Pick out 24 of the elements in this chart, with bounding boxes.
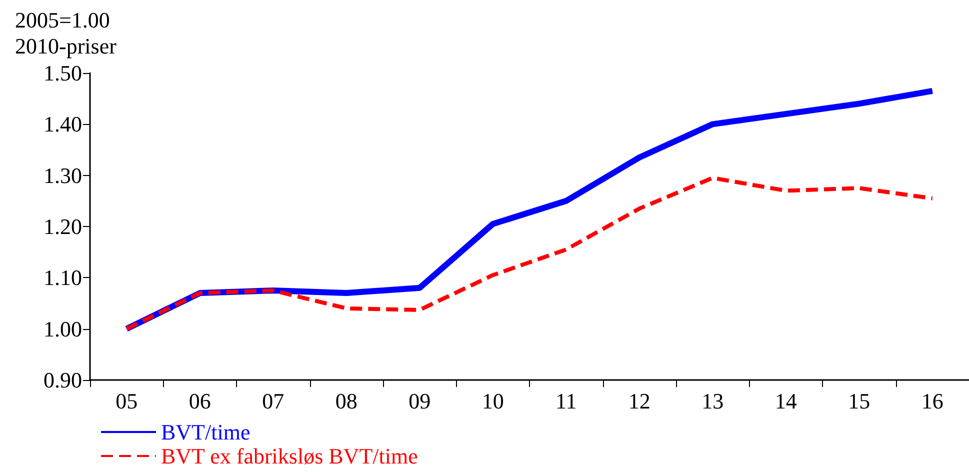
y-tick-label: 1.20 [44, 214, 82, 239]
y-tick-label: 1.50 [44, 60, 82, 86]
x-tick-label: 05 [116, 388, 138, 414]
x-tick-label: 10 [482, 388, 504, 414]
y-tick-label: 1.00 [44, 316, 82, 342]
chart-title: 2005=1.00 [15, 8, 110, 32]
y-tick-label: 1.30 [44, 162, 82, 188]
chart-subtitle: 2010-priser [15, 34, 118, 58]
legend-label: BVT/time [161, 420, 250, 444]
x-tick-label: 13 [702, 388, 724, 414]
x-tick-label: 15 [848, 388, 870, 414]
x-tick-label: 06 [188, 388, 211, 414]
x-tick-label: 07 [262, 388, 284, 414]
line-series [124, 176, 934, 331]
x-tick-label: 16 [921, 388, 944, 414]
x-tick-label: 09 [408, 388, 431, 414]
x-tick-label: 14 [774, 388, 797, 414]
y-tick-label: 1.10 [44, 265, 82, 290]
y-tick-label: 0.90 [44, 368, 82, 392]
y-tick-label: 1.40 [44, 112, 82, 137]
x-tick-label: 08 [335, 388, 358, 414]
x-tick-label: 11 [556, 388, 577, 414]
legend-label: BVT ex fabriksløs BVT/time [161, 444, 418, 468]
x-tick-label: 12 [628, 388, 650, 414]
